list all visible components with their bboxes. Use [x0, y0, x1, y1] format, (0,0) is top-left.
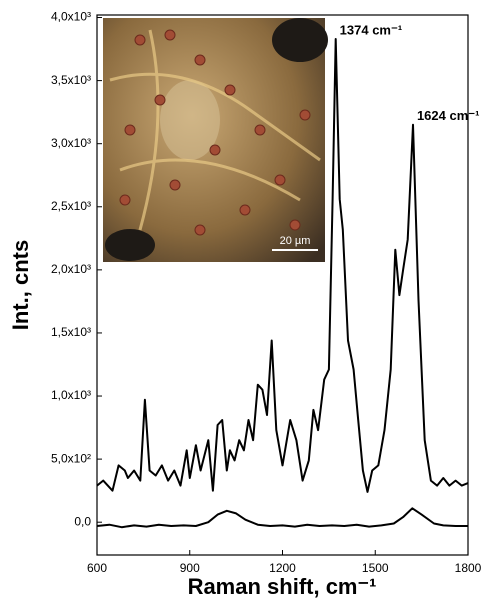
x-tick-label: 900 — [180, 561, 200, 575]
y-tick-label: 3,0x10³ — [51, 136, 91, 150]
x-tick-label: 1200 — [269, 561, 296, 575]
x-axis-label: Raman shift, cm⁻¹ — [188, 574, 377, 599]
y-axis-label: Int., cnts — [8, 240, 33, 330]
inset-image — [103, 18, 328, 262]
peak-annotation: 1624 cm⁻¹ — [417, 108, 480, 123]
inset-scale-label: 20 µm — [280, 235, 311, 247]
spectrum-line — [96, 38, 469, 493]
x-tick-label: 1800 — [455, 561, 482, 575]
x-tick-label: 600 — [87, 561, 107, 575]
y-tick-label: 2,0x10³ — [51, 262, 91, 276]
peak-annotation: 1374 cm⁻¹ — [340, 22, 403, 37]
y-tick-label: 4,0x10³ — [51, 10, 91, 24]
x-tick-label: 1500 — [362, 561, 389, 575]
y-tick-label: 5,0x10² — [51, 451, 91, 465]
spectrum-line — [96, 507, 468, 529]
y-tick-label: 1,0x10³ — [51, 388, 91, 402]
y-tick-label: 2,5x10³ — [51, 199, 91, 213]
y-tick-label: 1,5x10³ — [51, 325, 91, 339]
y-tick-label: 3,5x10³ — [51, 73, 91, 87]
y-tick-label: 0,0 — [74, 514, 91, 528]
